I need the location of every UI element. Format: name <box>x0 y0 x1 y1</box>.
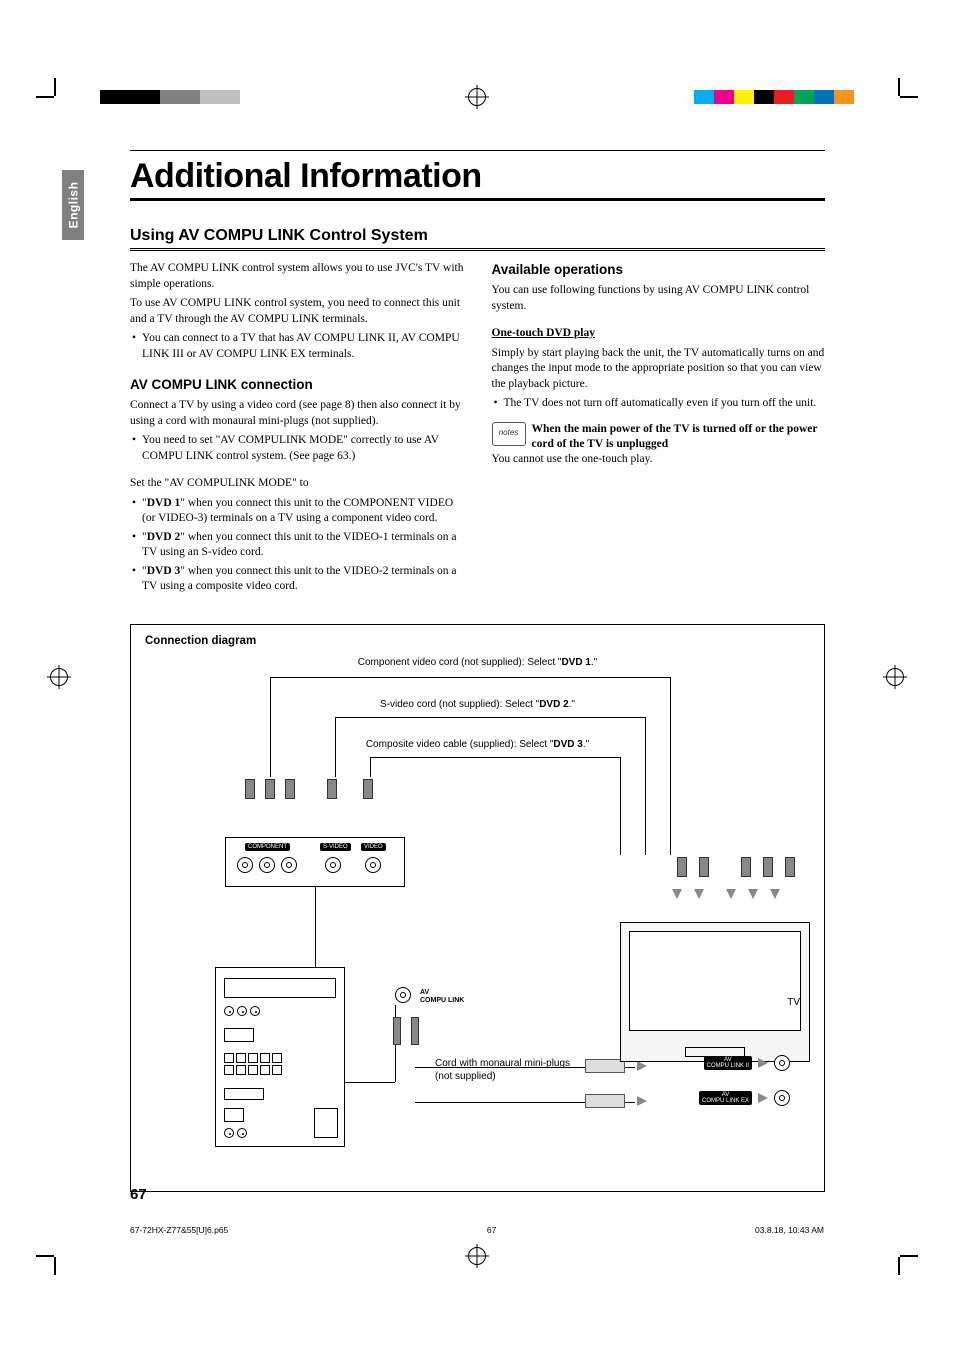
colorbar-left <box>100 90 260 104</box>
label-svideo: S-VIDEO <box>320 843 351 851</box>
unit-rear-panel <box>215 967 345 1147</box>
registration-target-icon <box>468 88 486 106</box>
body-text: Simply by start playing back the unit, t… <box>492 346 826 393</box>
list-item: You need to set "AV COMPULINK MODE" corr… <box>130 433 464 464</box>
notes-icon: notes <box>492 422 526 446</box>
left-column: The AV COMPU LINK control system allows … <box>130 261 464 598</box>
body-text: You can use following functions by using… <box>492 283 826 314</box>
component-jacks <box>237 857 297 873</box>
connection-diagram: Connection diagram Component video cord … <box>130 624 825 1192</box>
tv-box <box>620 922 810 1062</box>
colorbar-right <box>694 90 854 104</box>
arrow-right-icon <box>637 1096 647 1106</box>
arrow-down-icon <box>672 889 682 899</box>
video-jack <box>365 857 381 873</box>
page-content: Additional Information Using AV COMPU LI… <box>130 150 825 1192</box>
av-compu-link-jack <box>395 987 411 1003</box>
section-heading: Using AV COMPU LINK Control System <box>130 227 825 251</box>
miniplug-connector-icon <box>585 1094 625 1108</box>
diagram-title: Connection diagram <box>145 635 810 647</box>
note-heading: When the main power of the TV is turned … <box>532 422 826 452</box>
page-number: 67 <box>130 1186 147 1203</box>
footer-page: 67 <box>487 1225 496 1235</box>
list-item: "DVD 1" when you connect this unit to th… <box>130 496 464 527</box>
page-title: Additional Information <box>130 157 825 196</box>
note-block: notes When the main power of the TV is t… <box>492 422 826 452</box>
list-item: "DVD 3" when you connect this unit to th… <box>130 564 464 595</box>
registration-target-icon <box>50 668 68 686</box>
unit-plugs <box>245 779 373 799</box>
list-item: "DVD 2" when you connect this unit to th… <box>130 530 464 561</box>
label-miniplug: Cord with monaural mini-plugs (not suppl… <box>435 1057 575 1083</box>
subsection-heading: Available operations <box>492 261 826 279</box>
intro-text: To use AV COMPU LINK control system, you… <box>130 296 464 327</box>
intro-text: The AV COMPU LINK control system allows … <box>130 261 464 292</box>
miniplug-connector-icon <box>585 1059 625 1073</box>
caption-svideo: S-video cord (not supplied): Select "DVD… <box>380 699 575 710</box>
body-text: Connect a TV by using a video cord (see … <box>130 398 464 429</box>
footer-filename: 67-72HX-Z77&55[U]6.p65 <box>130 1225 228 1235</box>
right-column: Available operations You can use followi… <box>492 261 826 598</box>
label-tv: TV <box>787 997 800 1008</box>
tv-compu-link-ii: AV COMPU LINK II <box>704 1055 790 1085</box>
page-footer: 67-72HX-Z77&55[U]6.p65 67 03.8.18, 10:43… <box>130 1225 824 1235</box>
miniplug-left <box>393 1017 419 1045</box>
arrow-down-icon <box>726 889 736 899</box>
arrow-right-icon <box>637 1061 647 1071</box>
footer-timestamp: 03.8.18, 10:43 AM <box>755 1225 824 1235</box>
label-av-compu-link: AV COMPU LINK <box>420 989 464 1004</box>
diagram-canvas: Component video cord (not supplied): Sel… <box>145 657 810 1177</box>
registration-target-icon <box>886 668 904 686</box>
arrow-down-icon <box>694 889 704 899</box>
list-item: The TV does not turn off automatically e… <box>492 396 826 412</box>
language-tab: English <box>62 170 84 240</box>
body-text: You cannot use the one-touch play. <box>492 452 826 468</box>
registration-target-icon <box>468 1247 486 1265</box>
svideo-jack <box>325 857 341 873</box>
caption-composite: Composite video cable (supplied): Select… <box>366 739 589 750</box>
arrow-down-icon <box>748 889 758 899</box>
label-component: COMPONENT <box>245 843 290 851</box>
caption-component: Component video cord (not supplied): Sel… <box>358 657 597 668</box>
subsection-heading: One-touch DVD play <box>492 327 596 339</box>
language-tab-label: English <box>66 182 80 229</box>
title-rule: Additional Information <box>130 150 825 201</box>
subsection-heading: AV COMPU LINK connection <box>130 376 464 394</box>
tv-compu-link-ex: AV COMPU LINK EX <box>699 1090 790 1120</box>
list-item: You can connect to a TV that has AV COMP… <box>130 331 464 362</box>
label-video: VIDEO <box>361 843 386 851</box>
tv-plugs <box>677 857 795 877</box>
arrow-down-icon <box>770 889 780 899</box>
body-text: Set the "AV COMPULINK MODE" to <box>130 476 464 492</box>
